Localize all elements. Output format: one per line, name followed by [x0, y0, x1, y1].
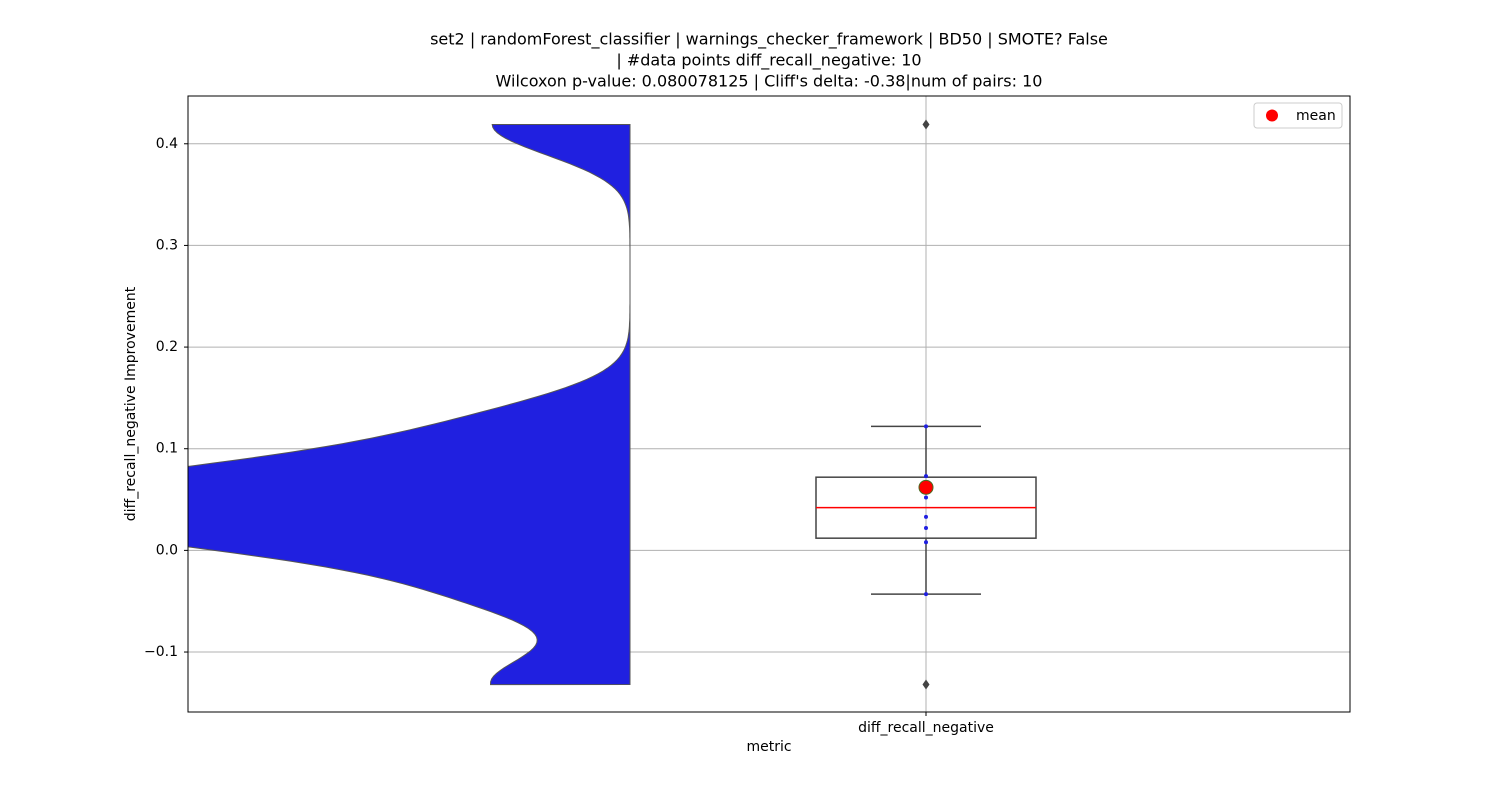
chart-title: Wilcoxon p-value: 0.080078125 | Cliff's …	[496, 72, 1043, 91]
data-point	[924, 526, 928, 531]
data-point	[924, 592, 928, 597]
y-tick-label: 0.2	[156, 339, 178, 355]
data-point	[924, 495, 928, 500]
legend-box	[1253, 102, 1343, 129]
legend-label: mean	[1296, 108, 1336, 124]
data-point	[924, 540, 928, 545]
plot-frame	[187, 95, 1351, 713]
y-tick-label: 0.4	[156, 136, 178, 152]
y-tick-label: 0.3	[156, 237, 178, 253]
y-tick-label: −0.1	[144, 644, 178, 660]
chart-title: | #data points diff_recall_negative: 10	[616, 51, 921, 71]
mean-marker	[918, 479, 934, 495]
violin	[188, 123, 631, 686]
outlier	[922, 679, 930, 690]
data-point	[924, 514, 928, 519]
y-tick-label: 0.1	[156, 441, 178, 457]
legend-marker	[1266, 109, 1278, 122]
data-point	[924, 424, 928, 429]
y-axis-label: diff_recall_negative Improvement	[123, 286, 139, 521]
violin-group	[188, 123, 631, 686]
data-point	[924, 474, 928, 479]
x-tick-label: diff_recall_negative	[858, 720, 994, 736]
y-tick-label: 0.0	[156, 542, 178, 558]
outlier	[922, 119, 930, 130]
chart-title: set2 | randomForest_classifier | warning…	[430, 30, 1108, 50]
x-axis-label: metric	[746, 739, 791, 755]
